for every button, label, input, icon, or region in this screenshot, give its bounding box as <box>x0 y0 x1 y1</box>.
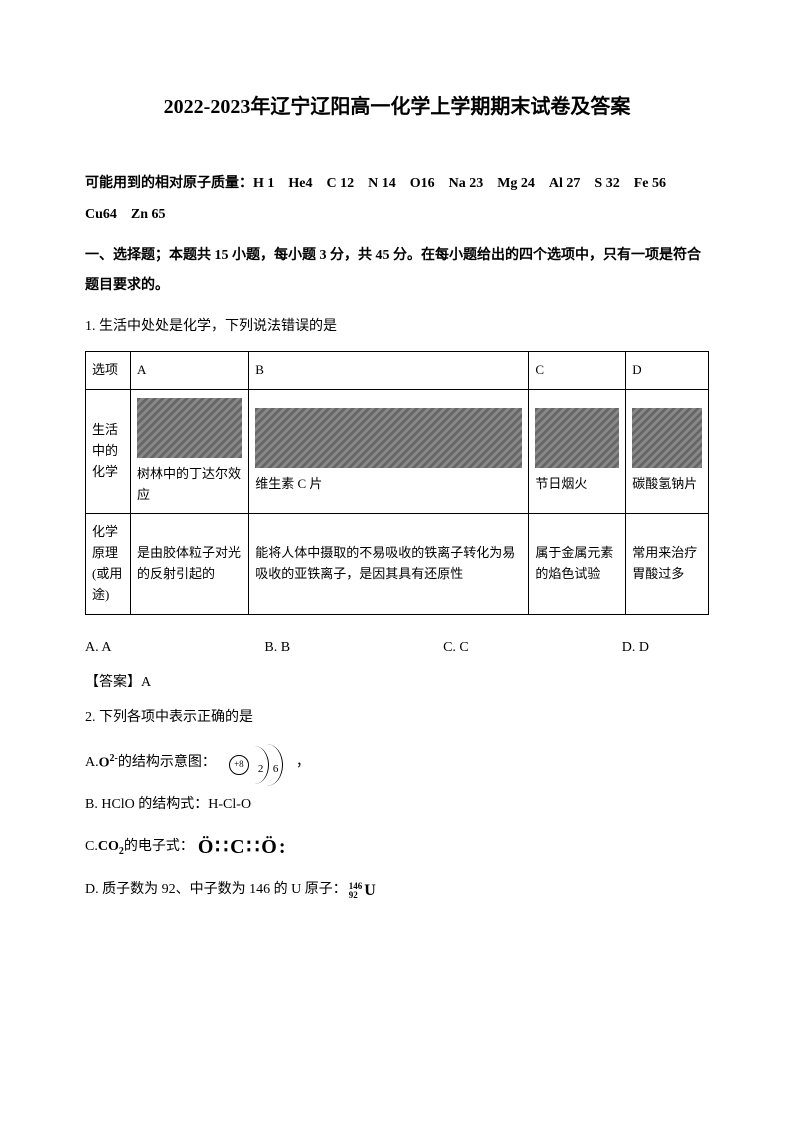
q2-b-text: B. HClO 的结构式：H-Cl-O <box>85 790 251 821</box>
q1-opt-c: C. C <box>443 640 469 656</box>
forest-image <box>137 398 242 458</box>
header-b: B <box>249 351 529 389</box>
q2-c-prefix: C. <box>85 832 98 863</box>
nahco3-image <box>632 408 702 468</box>
atom-electron-1: 2 <box>258 757 264 781</box>
co2-formula: CO2 <box>98 832 124 863</box>
principle-a: 是由胶体粒子对光的反射引起的 <box>131 514 249 614</box>
o2-minus-formula: O2- <box>99 748 118 779</box>
q1-text: 1. 生活中处处是化学，下列说法错误的是 <box>85 312 709 343</box>
q1-answer: 【答案】A <box>85 671 709 691</box>
principle-c: 属于金属元素的焰色试验 <box>529 514 626 614</box>
life-a-cell: 树林中的丁达尔效应 <box>131 389 249 514</box>
life-d-cell: 碳酸氢钠片 <box>626 389 709 514</box>
q2-a-suffix: ， <box>296 748 310 779</box>
life-c-text: 节日烟火 <box>535 476 587 491</box>
atom-electron-2: 6 <box>273 757 279 781</box>
q2-opt-a: A. O2- 的结构示意图： +8 2 6 ， <box>85 741 709 786</box>
q1-opt-b: B. B <box>264 640 290 656</box>
header-a: A <box>131 351 249 389</box>
q2-text: 2. 下列各项中表示正确的是 <box>85 703 709 734</box>
q2-options: A. O2- 的结构示意图： +8 2 6 ， B. HClO 的结构式：H-C… <box>85 741 709 908</box>
vitamin-image <box>255 408 522 468</box>
life-a-text: 树林中的丁达尔效应 <box>137 466 241 502</box>
isotope-numbers: 146 92 <box>349 882 363 900</box>
q2-c-text: 的电子式： <box>124 832 194 863</box>
header-d: D <box>626 351 709 389</box>
table-life-row: 生活中的化学 树林中的丁达尔效应 维生素 C 片 节日烟火 碳酸氢钠片 <box>86 389 709 514</box>
life-c-cell: 节日烟火 <box>529 389 626 514</box>
q2-opt-b: B. HClO 的结构式：H-Cl-O <box>85 790 709 821</box>
life-b-cell: 维生素 C 片 <box>249 389 529 514</box>
life-label: 生活中的化学 <box>86 389 131 514</box>
header-c: C <box>529 351 626 389</box>
q2-opt-c: C. CO2 的电子式： Ö∷C∷Ö: <box>85 825 709 869</box>
principle-b: 能将人体中摄取的不易吸收的铁离子转化为易吸收的亚铁离子，是因其具有还原性 <box>249 514 529 614</box>
life-b-text: 维生素 C 片 <box>255 476 322 491</box>
q2-d-prefix: D. 质子数为 92、中子数为 146 的 U 原子： <box>85 875 347 906</box>
table-principle-row: 化学原理(或用途) 是由胶体粒子对光的反射引起的 能将人体中摄取的不易吸收的铁离… <box>86 514 709 614</box>
lewis-structure: Ö∷C∷Ö: <box>198 825 288 869</box>
page-title: 2022-2023年辽宁辽阳高一化学上学期期末试卷及答案 <box>85 90 709 119</box>
atomic-number: 92 <box>349 891 363 900</box>
principle-label: 化学原理(或用途) <box>86 514 131 614</box>
principle-d: 常用来治疗胃酸过多 <box>626 514 709 614</box>
table-header-row: 选项 A B C D <box>86 351 709 389</box>
atom-structure-diagram: +8 2 6 <box>221 741 291 786</box>
q2-opt-d: D. 质子数为 92、中子数为 146 的 U 原子： 146 92 U <box>85 873 709 908</box>
header-label: 选项 <box>86 351 131 389</box>
life-d-text: 碳酸氢钠片 <box>632 476 697 491</box>
q1-opt-a: A. A <box>85 640 111 656</box>
q2-a-text: 的结构示意图： <box>118 748 216 779</box>
q1-options: A. A B. B C. C D. D <box>85 640 709 656</box>
firework-image <box>535 408 619 468</box>
element-symbol: U <box>364 873 376 908</box>
atomic-mass-info: 可能用到的相对原子质量：H 1 He4 C 12 N 14 O16 Na 23 … <box>85 169 709 231</box>
q1-table: 选项 A B C D 生活中的化学 树林中的丁达尔效应 维生素 C 片 节日烟火… <box>85 351 709 615</box>
section-instruction: 一、选择题；本题共 15 小题，每小题 3 分，共 45 分。在每小题给出的四个… <box>85 241 709 303</box>
q2-a-prefix: A. <box>85 748 99 779</box>
q1-opt-d: D. D <box>622 640 649 656</box>
